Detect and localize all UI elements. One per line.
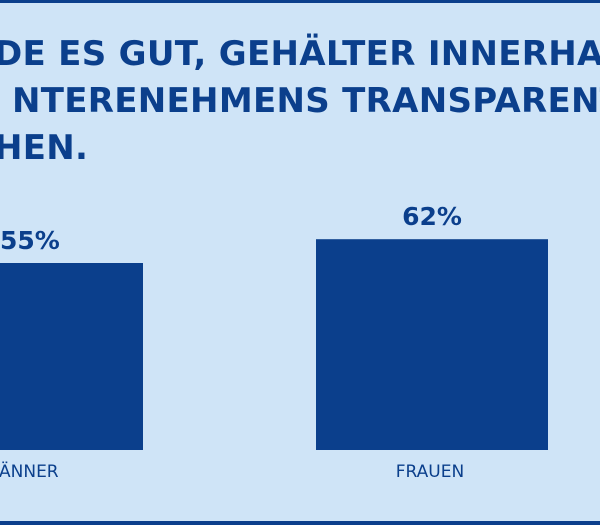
title-line-1: DE ES GUT, GEHÄLTER INNERHA [0, 34, 600, 74]
value-label-2: 62% [402, 202, 462, 231]
bar-2 [316, 239, 548, 450]
bar-chart: 55% ÄNNER 62% FRAUEN [0, 202, 548, 482]
title-line-2: NTERENEHMENS TRANSPARENT [12, 81, 600, 121]
title-line-3: HEN. [0, 128, 89, 168]
category-label-1: ÄNNER [0, 461, 59, 482]
chart-title: DE ES GUT, GEHÄLTER INNERHA NTERENEHMENS… [0, 31, 600, 172]
bar-1 [0, 263, 143, 450]
category-label-2: FRAUEN [396, 462, 464, 482]
value-label-1: 55% [0, 226, 60, 255]
